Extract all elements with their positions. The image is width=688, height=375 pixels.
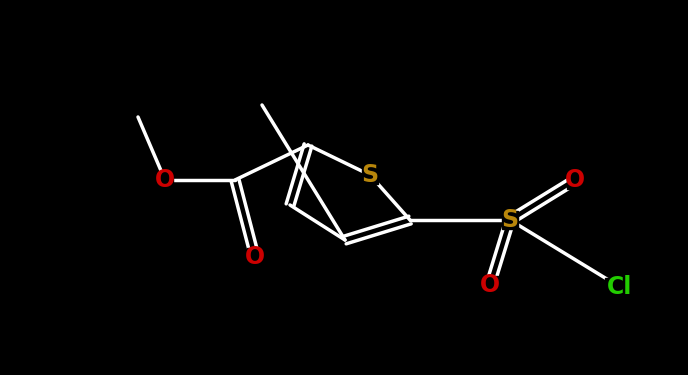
Bar (363, 166, 378, 184)
Text: Cl: Cl (608, 275, 633, 299)
Text: O: O (245, 245, 265, 269)
Bar (248, 248, 263, 266)
Bar (605, 278, 635, 296)
Bar (502, 211, 517, 230)
Text: O: O (565, 168, 585, 192)
Text: S: S (502, 208, 519, 232)
Bar (482, 276, 497, 294)
Text: O: O (155, 168, 175, 192)
Bar (568, 171, 583, 189)
Text: O: O (480, 273, 500, 297)
Bar (158, 171, 173, 189)
Text: S: S (361, 163, 378, 187)
